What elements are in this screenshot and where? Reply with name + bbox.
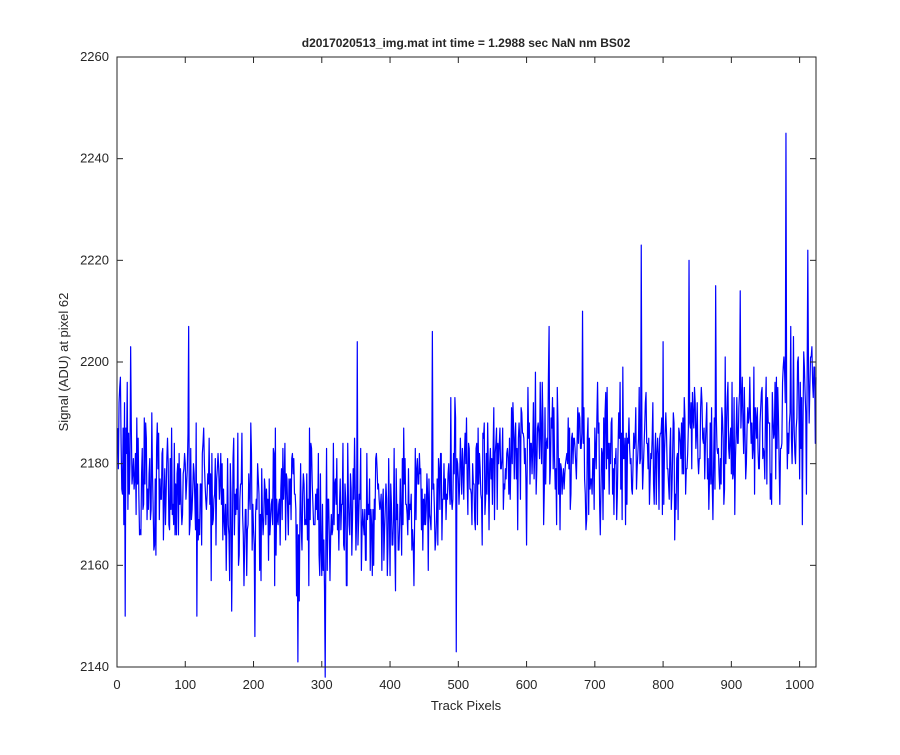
y-axis-label: Signal (ADU) at pixel 62 — [56, 293, 71, 432]
x-tick-label: 1000 — [785, 677, 814, 692]
x-tick-label: 800 — [652, 677, 674, 692]
x-tick-label: 100 — [174, 677, 196, 692]
ticks-layer: 0 100 200 300 400 500 600 700 800 900 1000 2140 2160… — [80, 49, 816, 692]
x-tick-label: 0 — [113, 677, 120, 692]
x-tick-label: 700 — [584, 677, 606, 692]
y-tick-label: 2200 — [80, 354, 109, 369]
series-layer — [117, 132, 817, 678]
chart-title: d2017020513_img.mat int time = 1.2988 se… — [302, 36, 631, 50]
x-tick-label: 300 — [311, 677, 333, 692]
signal-series-line — [117, 132, 817, 678]
x-tick-label: 500 — [447, 677, 469, 692]
y-tick-label: 2140 — [80, 659, 109, 674]
y-tick-label: 2220 — [80, 252, 109, 267]
y-tick-label: 2160 — [80, 557, 109, 572]
y-tick-label: 2260 — [80, 49, 109, 64]
x-tick-label: 200 — [243, 677, 265, 692]
x-axis-label: Track Pixels — [431, 698, 502, 713]
y-tick-label: 2240 — [80, 151, 109, 166]
x-tick-label: 900 — [721, 677, 743, 692]
x-tick-label: 600 — [516, 677, 538, 692]
axes-background — [117, 57, 816, 667]
y-tick-label: 2180 — [80, 456, 109, 471]
x-tick-label: 400 — [379, 677, 401, 692]
axes-box — [116, 56, 817, 668]
